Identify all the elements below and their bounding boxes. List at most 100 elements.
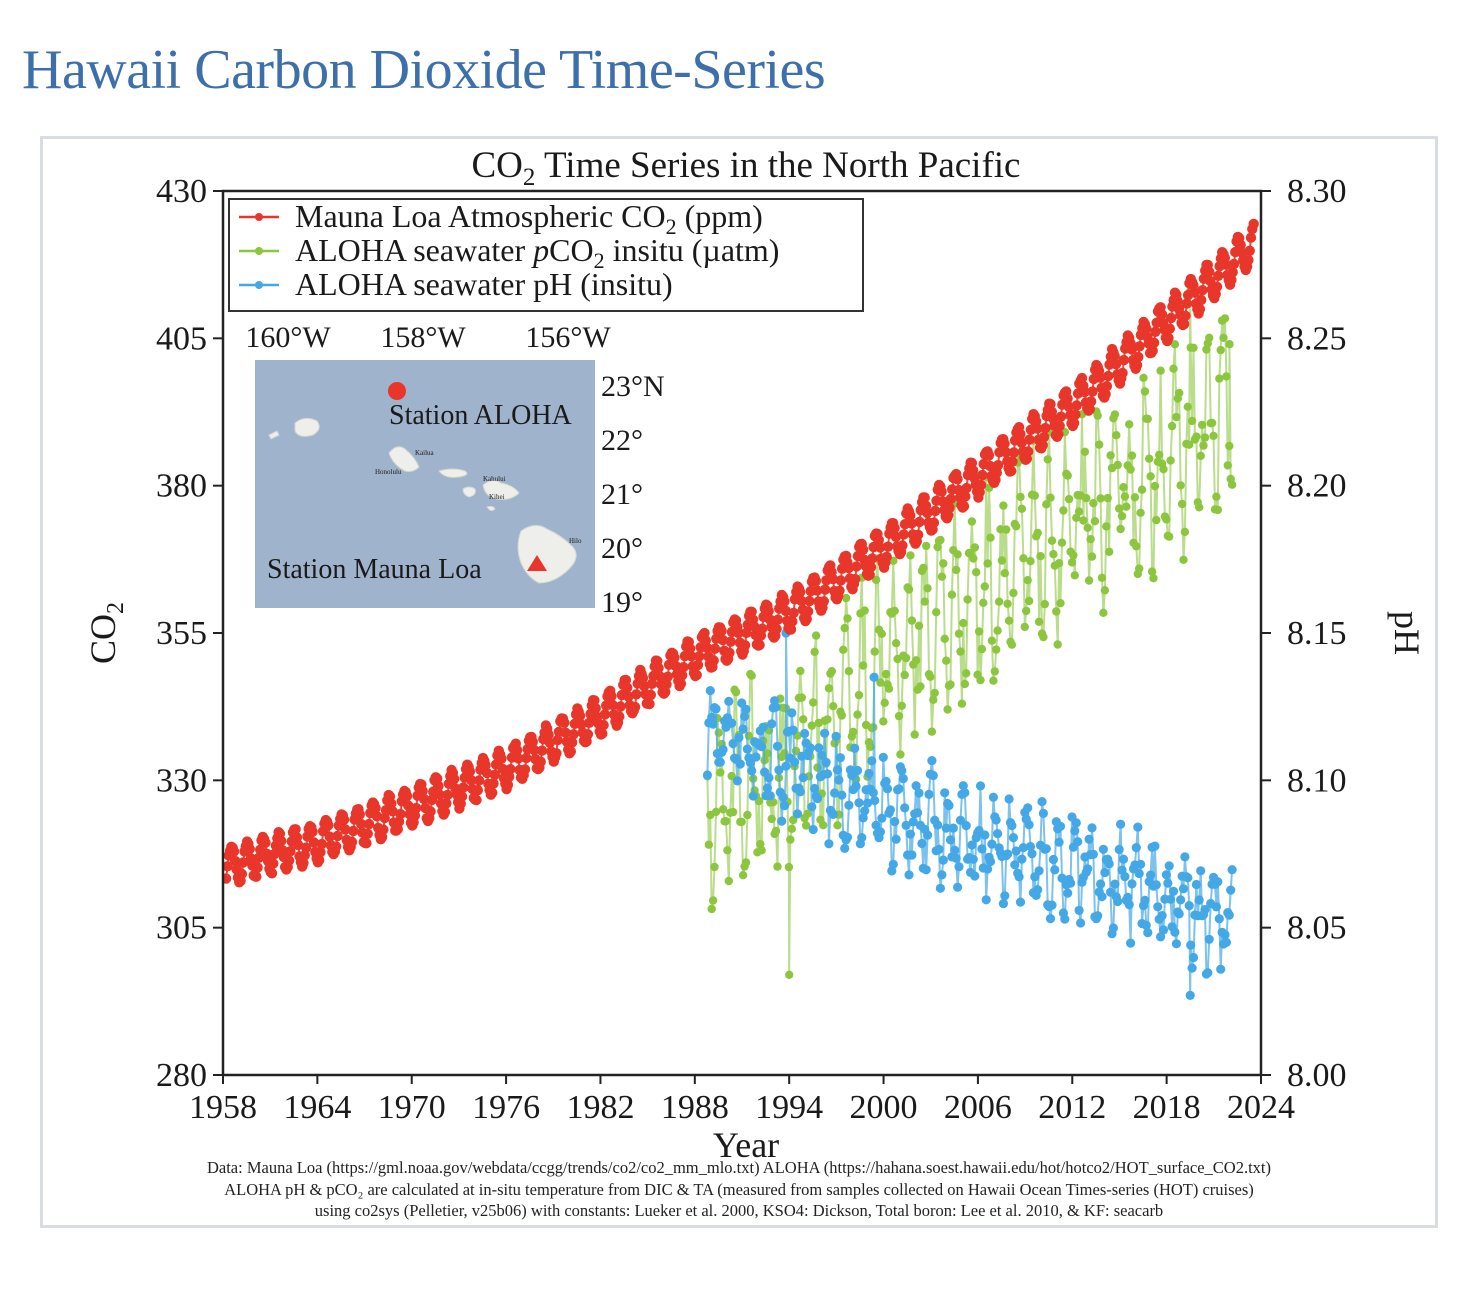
map-town-label: Kihei [489,493,505,501]
data-point [914,621,924,630]
data-point [904,585,914,594]
data-point [933,820,943,830]
data-point [1156,366,1165,375]
data-point [988,792,999,802]
data-point [387,806,398,817]
data-point [947,590,957,599]
data-point [1037,440,1048,451]
data-point [1084,834,1094,844]
data-point [1119,483,1128,492]
y-tick-label-right: 8.15 [1287,615,1347,652]
data-point [840,843,850,854]
data-point [1083,523,1092,532]
data-point [386,798,397,809]
data-point [1156,932,1166,942]
data-point [1085,396,1097,407]
data-point [521,752,532,764]
data-point [378,824,389,835]
data-point [684,643,696,654]
data-point [866,742,875,751]
data-point [1194,895,1204,905]
data-point [1227,480,1237,489]
data-point [1150,841,1160,851]
data-point [519,764,531,775]
data-point [1087,823,1097,833]
data-point [244,843,255,855]
data-point [1084,404,1096,415]
data-point [994,597,1004,606]
map-lat-label: 21° [601,478,643,511]
map-lat-label: 19° [601,586,643,619]
legend-subscript: 2 [594,248,605,273]
data-point [906,518,917,529]
data-point [878,752,888,762]
x-tick-label: 1970 [378,1089,446,1126]
data-point [496,753,507,764]
data-point [1008,833,1019,843]
data-point [747,671,756,680]
data-point [952,474,963,485]
data-point [536,745,548,756]
data-point [1127,451,1137,460]
data-point [1070,826,1080,836]
data-point [1133,351,1144,363]
data-point [898,529,909,540]
data-point [623,691,634,702]
data-point [881,776,891,787]
data-point [801,613,812,625]
data-point [1070,571,1080,580]
data-point [859,661,868,670]
data-point [1009,588,1018,598]
y-tick-label-right: 8.10 [1287,762,1347,799]
data-point [1069,551,1078,560]
data-point [983,450,995,461]
data-point [780,801,790,811]
y-axis-label-left: CO2 [83,602,129,664]
data-point [987,636,997,645]
data-point [718,805,728,814]
data-point [923,830,933,840]
data-point [1180,852,1190,862]
data-point [927,727,937,736]
data-point [1014,872,1024,882]
data-point [835,575,846,586]
data-point [796,595,807,607]
data-point [401,790,413,802]
chart-title-part: CO [472,145,523,186]
data-point [1097,573,1107,582]
caption-line-3: using co2sys (Pelletier, v25b06) with co… [314,1201,1164,1220]
station-mauna-loa-marker [527,555,547,571]
data-point [961,482,972,494]
data-point [1042,500,1051,509]
data-point [974,627,984,636]
data-point [704,840,713,849]
data-point [1033,885,1043,895]
data-point [741,704,751,714]
data-point [920,597,929,606]
legend-subscript: 2 [666,214,677,239]
map-island [486,505,496,512]
data-point [894,784,904,794]
data-point [961,821,971,831]
data-point [790,757,800,767]
data-point [1076,372,1088,384]
data-point [1110,410,1120,419]
data-point [1134,341,1145,352]
data-point [1087,386,1098,397]
data-point [891,834,901,844]
station-mauna-loa-label: Station Mauna Loa [267,554,482,585]
data-point [991,815,1001,825]
data-point [837,711,846,720]
data-point [1170,927,1180,937]
data-point [801,821,811,830]
y-tick-label-left: 305 [156,910,207,947]
data-point [361,838,372,849]
data-point [1139,373,1148,382]
data-point [811,631,821,640]
data-point [1071,818,1081,828]
x-tick-label: 2012 [1038,1089,1106,1126]
data-point [868,788,878,798]
data-point [669,652,680,663]
data-point [939,559,948,568]
data-point [969,554,978,563]
